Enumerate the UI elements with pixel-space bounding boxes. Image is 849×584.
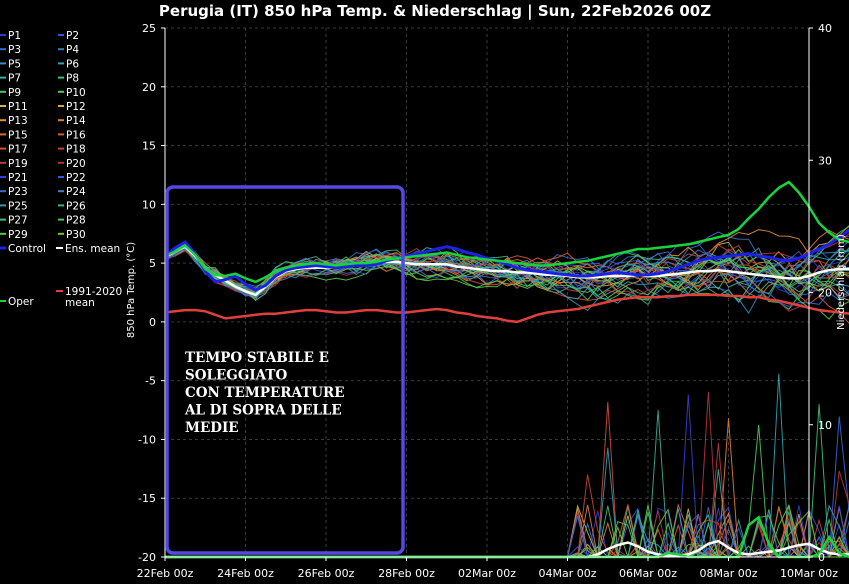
y-tick-label: 5 [149, 257, 156, 270]
annotation-box [165, 185, 405, 555]
member-temp-line-p27 [164, 245, 849, 301]
y-tick-label: -20 [138, 551, 156, 564]
legend-label-p22: P22 [66, 172, 86, 184]
legend-label-clim-line1: 1991-2020 [65, 286, 122, 298]
clim-mean-line [164, 293, 849, 324]
y2-axis-label: Niederschlag (mm) [836, 234, 847, 330]
axes-group: 25 20 15 10 5 0 -5 -10 -15 -20 40 30 20 10 0 22Feb 00z 2… [137, 22, 839, 580]
y2-tick-label: 20 [818, 287, 832, 300]
legend-label-oper: Oper [8, 296, 34, 308]
legend-label-p7: P7 [8, 73, 21, 85]
annotation-line: TEMPO STABILE E [185, 350, 329, 366]
annotation-line: MEDIE [185, 420, 239, 436]
legend-label-p12: P12 [66, 101, 86, 113]
y2-tick-label: 40 [818, 22, 832, 35]
chart-title: Perugia (IT) 850 hPa Temp. & Niederschla… [159, 2, 711, 21]
member-temp-line-p23 [164, 246, 849, 308]
member-temp-line-p30 [164, 244, 849, 301]
y-tick-label: -10 [138, 433, 156, 446]
legend-label-p5: P5 [8, 58, 21, 70]
legend-label-p24: P24 [66, 186, 86, 198]
legend-label-p30: P30 [66, 229, 86, 241]
control-temp-line [163, 228, 849, 292]
y2-tick-label: 30 [818, 154, 832, 167]
y-tick-label: 0 [149, 316, 156, 329]
legend-label-p4: P4 [66, 44, 79, 56]
x-tick-label: 22Feb 00z [137, 567, 194, 580]
y-tick-label: -5 [145, 375, 156, 388]
x-tick-label: 10Mar 00z [780, 567, 838, 580]
annotation-line: AL DI SOPRA DELLE [184, 403, 342, 419]
x-tick-label: 26Feb 00z [298, 567, 355, 580]
legend-label-p20: P20 [66, 158, 86, 170]
legend-label-p28: P28 [66, 215, 86, 227]
legend-label-p2: P2 [66, 30, 79, 42]
legend-label-ens-mean: Ens. mean [65, 243, 120, 255]
y-tick-label: 25 [142, 22, 156, 35]
x-tick-label: 08Mar 00z [699, 567, 757, 580]
legend-label-p25: P25 [8, 200, 28, 212]
oper-temp-line [164, 180, 849, 284]
annotation-line: CON TEMPERATURE [185, 385, 345, 401]
legend-label-p10: P10 [66, 87, 86, 99]
legend-label-p13: P13 [8, 115, 28, 127]
y-tick-label: 10 [142, 198, 156, 211]
x-tick-label: 06Mar 00z [619, 567, 677, 580]
legend-label-p1: P1 [8, 30, 21, 42]
x-tick-label: 04Mar 00z [538, 567, 596, 580]
legend-label-p17: P17 [8, 144, 28, 156]
legend-label-p15: P15 [8, 129, 28, 141]
legend-label-p18: P18 [66, 144, 86, 156]
member-temp-line-p21 [164, 247, 849, 295]
legend-label-p3: P3 [8, 44, 21, 56]
legend-label-p19: P19 [8, 158, 28, 170]
legend-label-p26: P26 [66, 200, 86, 212]
legend-label-p9: P9 [8, 87, 21, 99]
legend-label-p14: P14 [66, 115, 86, 127]
y-tick-label: 15 [142, 140, 156, 153]
y-tick-label: -15 [138, 492, 156, 505]
legend: P1 P2 P3 P4 P5 P6 P7 P8 P9 P10 P11 P12 P13 P14 P15 P16 P… [0, 30, 122, 309]
legend-label-control: Control [8, 243, 46, 255]
member-temp-line-p28 [164, 226, 849, 290]
y-axis-label: 850 hPa Temp. (°C) [126, 242, 137, 338]
y2-tick-label: 10 [818, 419, 832, 432]
member-temp-line-p16 [164, 246, 849, 324]
x-tick-label: 28Feb 00z [378, 567, 435, 580]
y-tick-label: 20 [142, 81, 156, 94]
legend-label-clim: 1991-2020 mean [65, 286, 122, 309]
legend-label-p8: P8 [66, 73, 79, 85]
x-tick-label: 02Mar 00z [458, 567, 516, 580]
legend-label-p6: P6 [66, 58, 79, 70]
member-temp-line-p20 [164, 248, 849, 312]
legend-label-p21: P21 [8, 172, 28, 184]
legend-label-p16: P16 [66, 129, 86, 141]
annotation-line: SOLEGGIATO [185, 368, 287, 384]
legend-label-p27: P27 [8, 215, 28, 227]
legend-label-clim-line2: mean [65, 297, 95, 309]
y2-tick-label: 0 [818, 551, 825, 564]
x-tick-label: 24Feb 00z [217, 567, 274, 580]
legend-label-p23: P23 [8, 186, 28, 198]
legend-label-p11: P11 [8, 101, 28, 113]
legend-label-p29: P29 [8, 229, 28, 241]
